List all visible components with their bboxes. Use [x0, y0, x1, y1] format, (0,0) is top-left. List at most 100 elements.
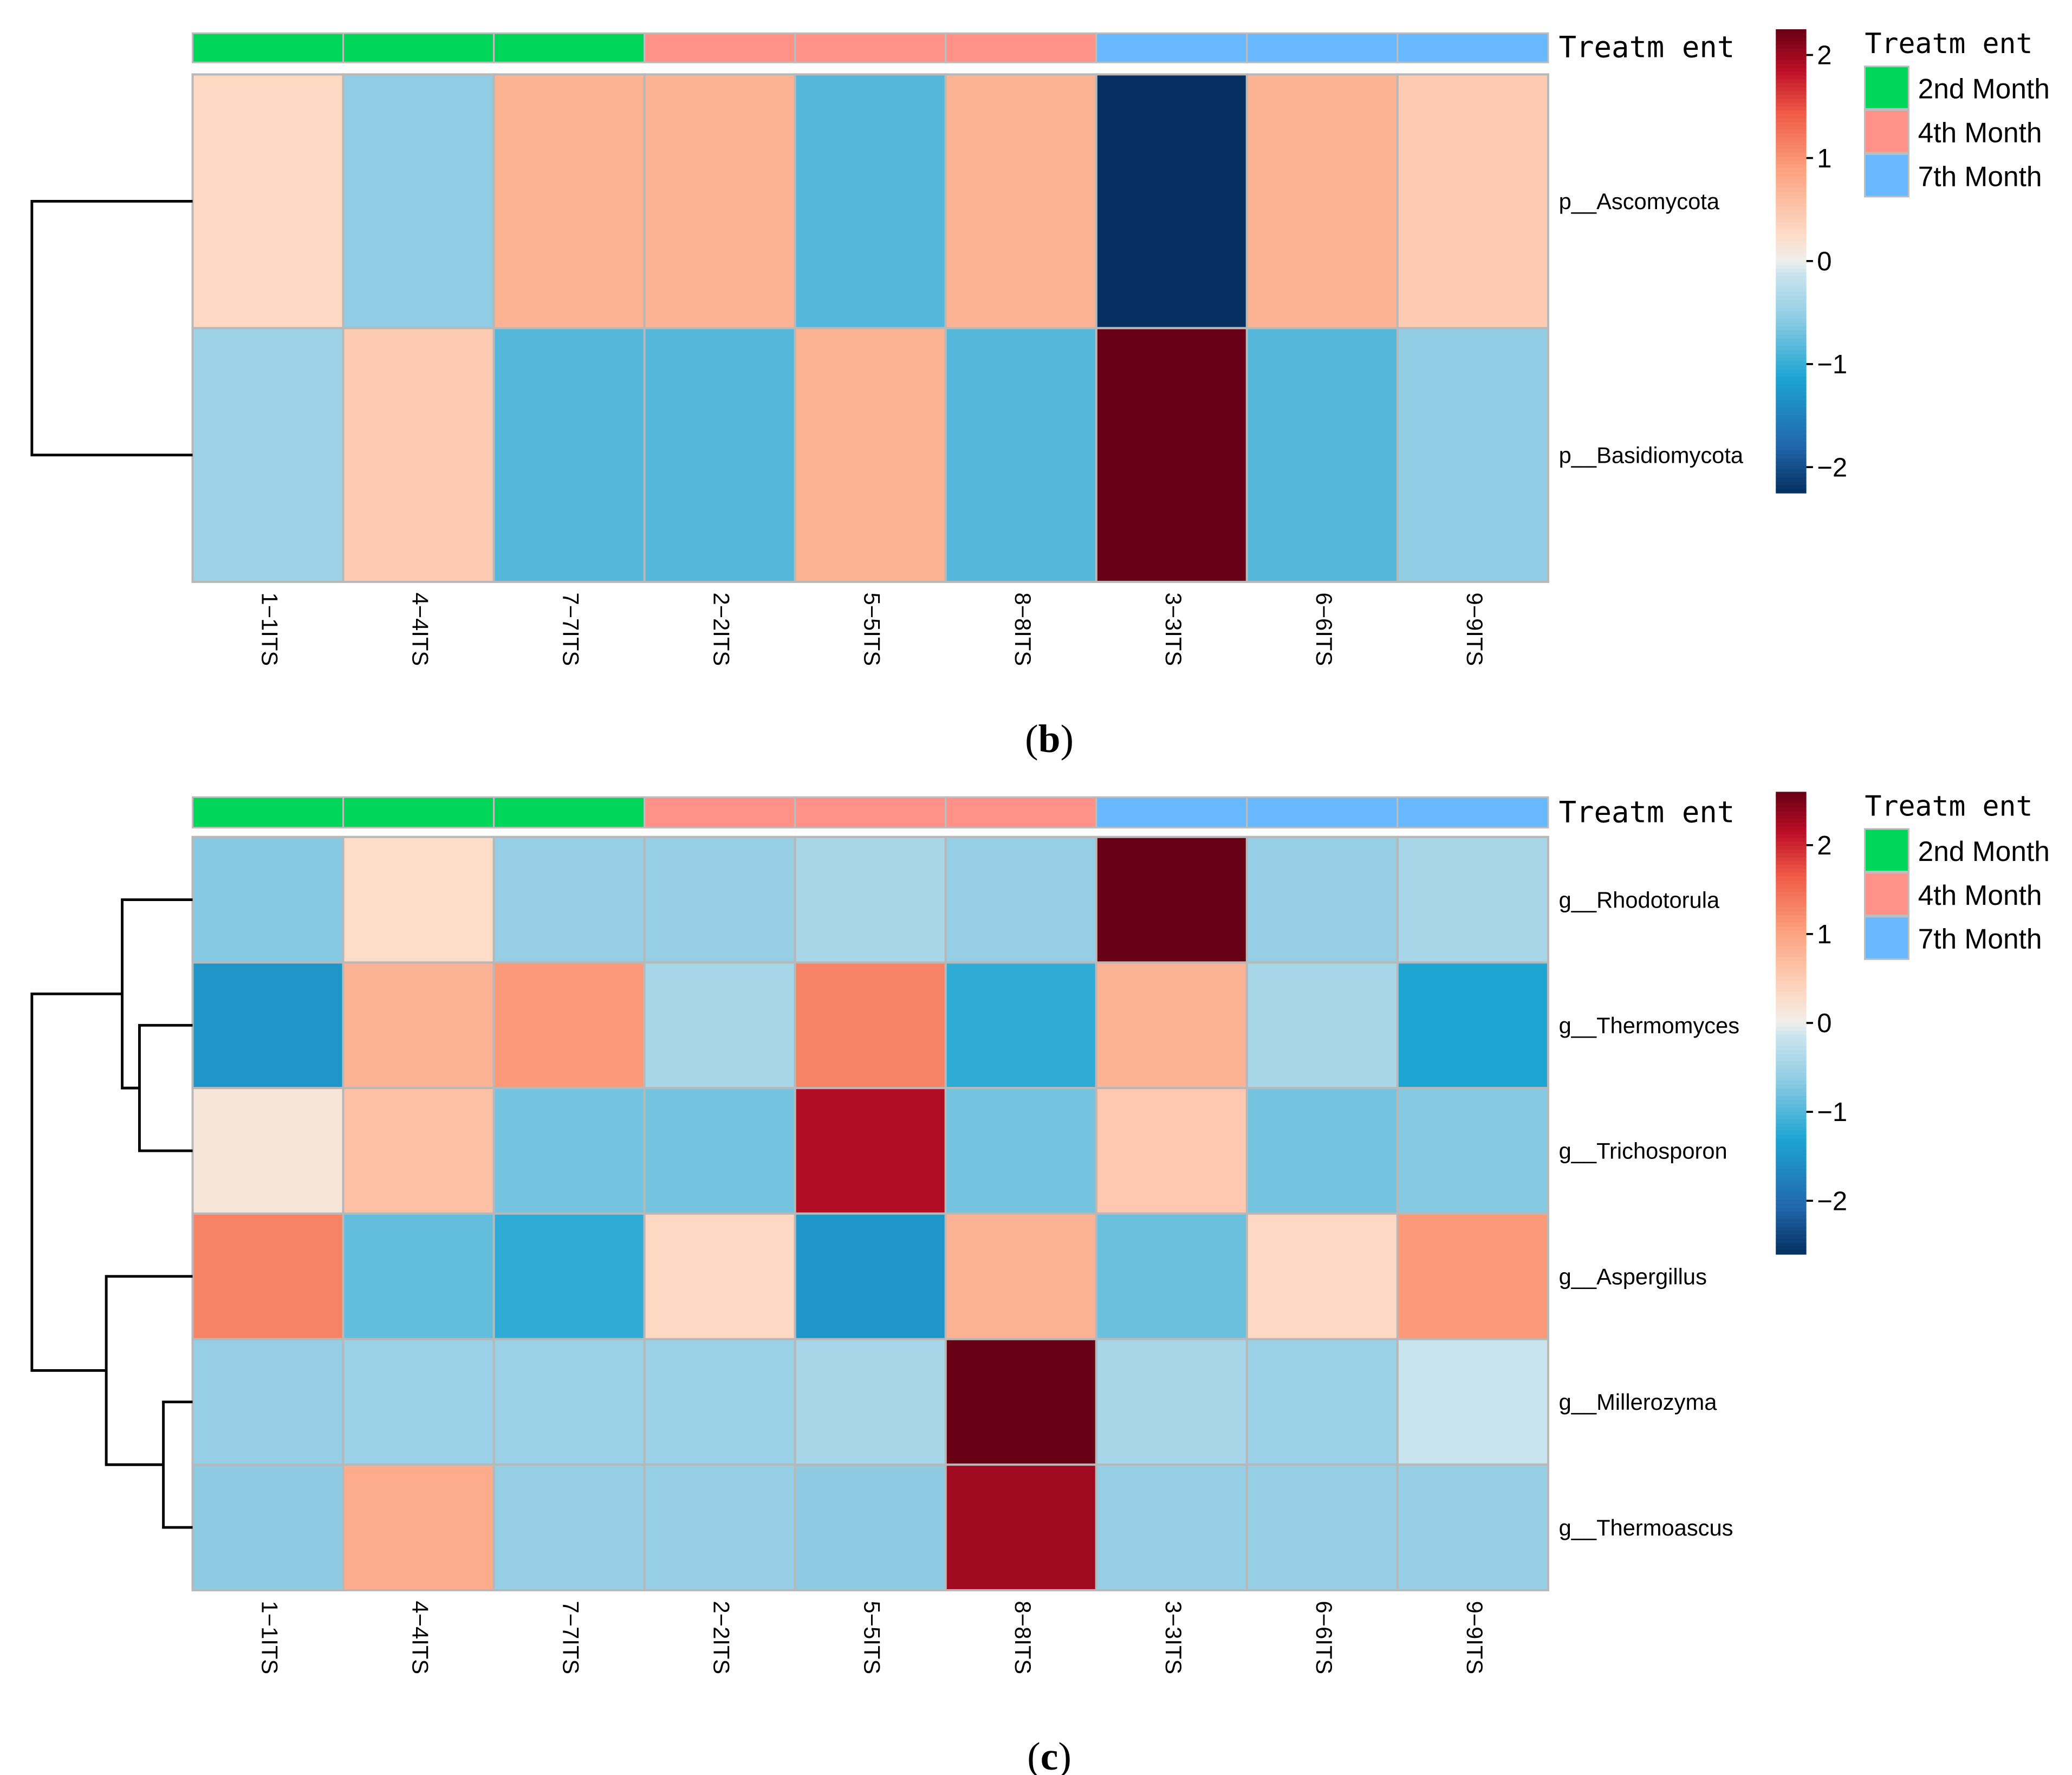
- heatmap-cell: [492, 327, 646, 583]
- colorbar-segment: [1776, 176, 1807, 181]
- heatmap-cell: [191, 1338, 345, 1466]
- colorbar-tick-label: −1: [1817, 1098, 1847, 1127]
- panel-label-close: ): [1058, 1734, 1071, 1775]
- colorbar-segment: [1776, 969, 1807, 974]
- colorbar-segment: [1776, 180, 1807, 185]
- heatmap-cell: [492, 1087, 646, 1215]
- colorbar-segment: [1776, 257, 1807, 262]
- colorbar-segment: [1776, 284, 1807, 289]
- heatmap-cell: [944, 1463, 1097, 1591]
- colorbar-segment: [1776, 903, 1807, 908]
- column-label: 8−8ITS: [1010, 1601, 1036, 1675]
- legend-swatch: [1864, 828, 1909, 872]
- colorbar-segment: [1776, 795, 1807, 800]
- colorbar-segment: [1776, 315, 1807, 320]
- heatmap-cell: [794, 1463, 947, 1591]
- colorbar-segment: [1776, 407, 1807, 412]
- treatment-cell: [192, 796, 345, 829]
- colorbar-segment: [1776, 149, 1807, 154]
- colorbar-segment: [1776, 1157, 1807, 1162]
- colorbar-segment: [1776, 1142, 1807, 1147]
- treatment-cell: [1095, 32, 1248, 63]
- colorbar-segment: [1776, 807, 1807, 812]
- heatmap-cell: [191, 327, 345, 583]
- colorbar-segment: [1776, 137, 1807, 142]
- colorbar-segment: [1776, 361, 1807, 366]
- heatmap-cell: [492, 1463, 646, 1591]
- colorbar-segment: [1776, 60, 1807, 65]
- row-label: p__Basidiomycota: [1559, 442, 1744, 468]
- colorbar-segment: [1776, 1161, 1807, 1167]
- colorbar-segment: [1776, 102, 1807, 107]
- colorbar-segment: [1776, 1019, 1807, 1023]
- colorbar-segment: [1776, 168, 1807, 173]
- treatment-cell: [1246, 796, 1399, 829]
- panel-label: (b): [1025, 716, 1074, 761]
- colorbar-segment: [1776, 1242, 1807, 1247]
- colorbar-segment: [1776, 110, 1807, 115]
- colorbar-segment: [1776, 830, 1807, 835]
- heatmap-cell: [944, 961, 1097, 1090]
- colorbar-segment: [1776, 295, 1807, 301]
- heatmap-cell: [643, 73, 796, 329]
- heatmap-cell: [191, 835, 345, 964]
- heatmap-cell: [492, 961, 646, 1090]
- treatment-cell: [945, 796, 1097, 829]
- heatmap-cell: [1396, 1463, 1549, 1591]
- heatmap-cell: [342, 1338, 495, 1466]
- colorbar-segment: [1776, 234, 1807, 239]
- heatmap-cell: [944, 1338, 1097, 1466]
- colorbar-segment: [1776, 48, 1807, 53]
- column-label: 4−4ITS: [408, 1601, 433, 1675]
- colorbar-segment: [1776, 838, 1807, 843]
- dendrogram-branch: [105, 1275, 193, 1466]
- colorbar-segment: [1776, 249, 1807, 254]
- colorbar-segment: [1776, 1034, 1807, 1039]
- colorbar-segment: [1776, 404, 1807, 409]
- colorbar-segment: [1776, 1119, 1807, 1124]
- heatmap-cell: [1245, 327, 1399, 583]
- colorbar-segment: [1776, 934, 1807, 939]
- colorbar-segment: [1776, 276, 1807, 281]
- colorbar-segment: [1776, 129, 1807, 134]
- heatmap-cell: [492, 73, 646, 329]
- colorbar-segment: [1776, 1065, 1807, 1070]
- colorbar-segment: [1776, 365, 1807, 370]
- heatmap-cell: [944, 1087, 1097, 1215]
- colorbar-segment: [1776, 1015, 1807, 1020]
- colorbar-segment: [1776, 1227, 1807, 1232]
- heatmap-cell: [191, 1463, 345, 1591]
- colorbar-segment: [1776, 888, 1807, 893]
- heatmap-cell: [794, 327, 947, 583]
- legend-label: 2nd Month: [1918, 835, 2050, 867]
- colorbar-segment: [1776, 431, 1807, 436]
- colorbar-segment: [1776, 1057, 1807, 1063]
- colorbar-segment: [1776, 1131, 1807, 1136]
- colorbar-segment: [1776, 1181, 1807, 1186]
- colorbar-segment: [1776, 416, 1807, 420]
- colorbar-segment: [1776, 799, 1807, 804]
- colorbar-segment: [1776, 218, 1807, 223]
- treatment-cell: [1397, 796, 1549, 829]
- column-label: 8−8ITS: [1010, 593, 1036, 666]
- heatmap-cell: [944, 1212, 1097, 1340]
- colorbar-segment: [1776, 369, 1807, 374]
- colorbar-segment: [1776, 1173, 1807, 1178]
- heatmap-cell: [1095, 961, 1248, 1090]
- colorbar-segment: [1776, 145, 1807, 150]
- heatmap-cell: [1095, 1212, 1248, 1340]
- heatmap-cell: [1396, 961, 1549, 1090]
- colorbar-segment: [1776, 380, 1807, 385]
- colorbar-segment: [1776, 896, 1807, 901]
- colorbar-segment: [1776, 68, 1807, 73]
- heatmap-cell: [342, 1212, 495, 1340]
- colorbar-segment: [1776, 411, 1807, 417]
- colorbar-segment: [1776, 865, 1807, 870]
- colorbar-segment: [1776, 945, 1807, 950]
- column-label: 1−1ITS: [257, 593, 283, 666]
- colorbar-segment: [1776, 892, 1807, 897]
- colorbar-segment: [1776, 811, 1807, 816]
- heatmap-cell: [1245, 73, 1399, 329]
- panel-label: (c): [1027, 1734, 1071, 1775]
- colorbar-segment: [1776, 95, 1807, 100]
